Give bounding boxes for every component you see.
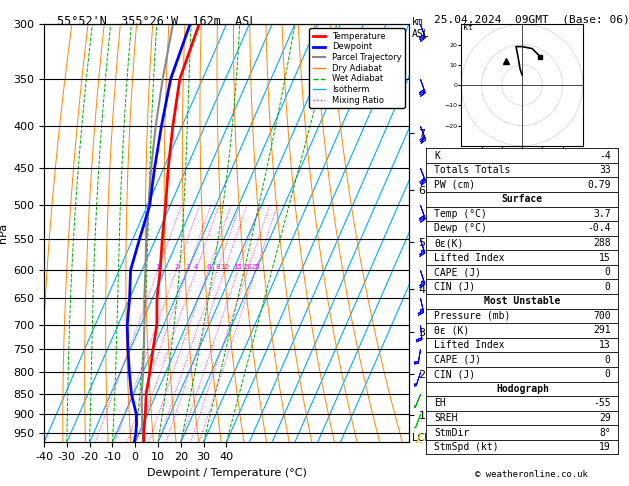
- Text: SREH: SREH: [434, 413, 458, 423]
- Text: Mixing Ratio (g/kg): Mixing Ratio (g/kg): [448, 187, 458, 279]
- Text: 0: 0: [604, 369, 611, 379]
- Text: kt: kt: [464, 23, 474, 33]
- Text: 4: 4: [194, 264, 198, 270]
- Text: 15: 15: [233, 264, 242, 270]
- Text: CIN (J): CIN (J): [434, 282, 476, 292]
- Text: 2: 2: [174, 264, 179, 270]
- Text: 20: 20: [243, 264, 252, 270]
- Text: Totals Totals: Totals Totals: [434, 165, 511, 175]
- Text: 6: 6: [206, 264, 211, 270]
- Y-axis label: hPa: hPa: [0, 223, 8, 243]
- Text: 0: 0: [604, 267, 611, 277]
- Text: © weatheronline.co.uk: © weatheronline.co.uk: [475, 469, 588, 479]
- Text: 0: 0: [604, 355, 611, 364]
- Text: EH: EH: [434, 399, 446, 408]
- Text: θε(K): θε(K): [434, 238, 464, 248]
- Text: Lifted Index: Lifted Index: [434, 253, 504, 262]
- Text: Lifted Index: Lifted Index: [434, 340, 504, 350]
- Text: Surface: Surface: [502, 194, 543, 204]
- Text: θε (K): θε (K): [434, 326, 469, 335]
- Text: K: K: [434, 151, 440, 160]
- Text: 25.04.2024  09GMT  (Base: 06): 25.04.2024 09GMT (Base: 06): [433, 15, 629, 25]
- Text: 0.79: 0.79: [587, 180, 611, 190]
- Text: Hodograph: Hodograph: [496, 384, 549, 394]
- Text: 13: 13: [599, 340, 611, 350]
- Text: 291: 291: [593, 326, 611, 335]
- Text: 3.7: 3.7: [593, 209, 611, 219]
- Text: Dewp (°C): Dewp (°C): [434, 224, 487, 233]
- Text: 0: 0: [604, 282, 611, 292]
- Legend: Temperature, Dewpoint, Parcel Trajectory, Dry Adiabat, Wet Adiabat, Isotherm, Mi: Temperature, Dewpoint, Parcel Trajectory…: [309, 29, 404, 108]
- Text: km
ASL: km ASL: [412, 17, 430, 38]
- Text: 19: 19: [599, 442, 611, 452]
- Text: Most Unstable: Most Unstable: [484, 296, 560, 306]
- Text: PW (cm): PW (cm): [434, 180, 476, 190]
- Text: 700: 700: [593, 311, 611, 321]
- Text: 55°52'N  355°26'W  162m  ASL: 55°52'N 355°26'W 162m ASL: [57, 15, 256, 28]
- Text: StmDir: StmDir: [434, 428, 469, 437]
- Text: 10: 10: [220, 264, 229, 270]
- Text: -55: -55: [593, 399, 611, 408]
- Text: -4: -4: [599, 151, 611, 160]
- Text: Pressure (mb): Pressure (mb): [434, 311, 511, 321]
- Text: CIN (J): CIN (J): [434, 369, 476, 379]
- Text: LCL: LCL: [413, 433, 430, 443]
- Text: StmSpd (kt): StmSpd (kt): [434, 442, 499, 452]
- Text: CAPE (J): CAPE (J): [434, 355, 481, 364]
- Text: -0.4: -0.4: [587, 224, 611, 233]
- Text: 33: 33: [599, 165, 611, 175]
- Text: Temp (°C): Temp (°C): [434, 209, 487, 219]
- Text: 1: 1: [155, 264, 160, 270]
- Text: CAPE (J): CAPE (J): [434, 267, 481, 277]
- Text: 25: 25: [252, 264, 260, 270]
- Text: 8: 8: [215, 264, 220, 270]
- Text: 15: 15: [599, 253, 611, 262]
- Text: 29: 29: [599, 413, 611, 423]
- Text: 8°: 8°: [599, 428, 611, 437]
- Text: 3: 3: [186, 264, 190, 270]
- X-axis label: Dewpoint / Temperature (°C): Dewpoint / Temperature (°C): [147, 468, 306, 478]
- Text: 288: 288: [593, 238, 611, 248]
